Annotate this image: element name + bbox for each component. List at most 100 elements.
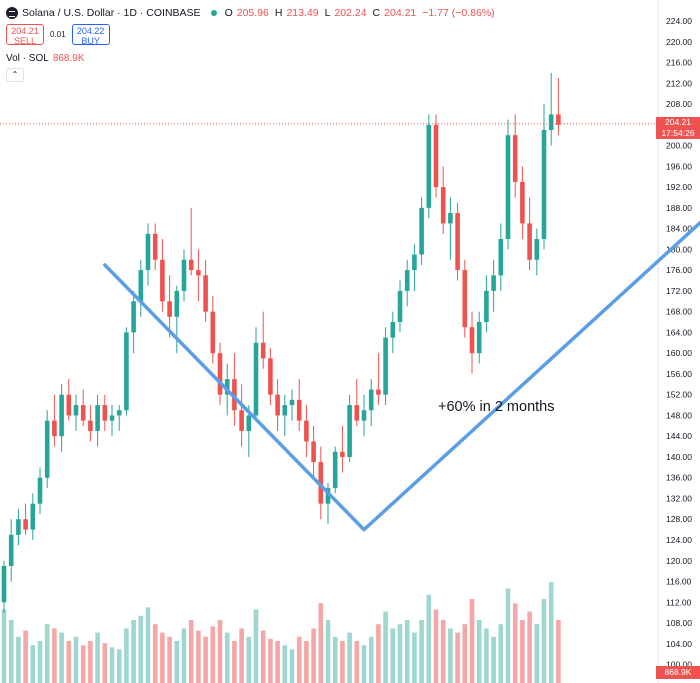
annotation-text: +60% in 2 months: [438, 399, 554, 415]
last-price-badge: 204.21 17:54:26: [656, 117, 700, 139]
volume-bar: [102, 643, 108, 683]
buy-price: 204.22: [76, 26, 105, 36]
volume-bar: [196, 630, 201, 683]
candle-body: [505, 135, 511, 239]
volume-bar: [505, 588, 511, 683]
volume-legend[interactable]: Vol · SOL 868.9K: [6, 53, 85, 64]
volume-bar: [390, 628, 396, 683]
volume-bar: [16, 636, 21, 683]
candle-body: [390, 322, 396, 338]
y-tick-label: 148.00: [666, 410, 692, 420]
candle-body: [548, 114, 554, 130]
y-tick-label: 156.00: [666, 369, 692, 379]
volume-bar: [44, 624, 50, 683]
y-tick-label: 164.00: [666, 327, 692, 337]
candle-body: [16, 519, 21, 535]
volume-bar: [210, 626, 216, 683]
y-tick-label: 152.00: [666, 390, 692, 400]
candle-body: [275, 394, 280, 416]
candle-body: [217, 353, 223, 395]
spread-value: 0.01: [50, 30, 66, 39]
volume-bar: [8, 620, 14, 683]
candle-body: [527, 223, 532, 260]
volume-value: 868.9K: [52, 53, 85, 64]
trade-panel: 204.21 SELL 0.01 204.22 BUY: [6, 24, 110, 46]
volume-bar: [109, 647, 115, 683]
volume-bar: [174, 641, 180, 683]
candle-body: [37, 477, 43, 504]
candle-body: [354, 405, 360, 421]
candle-body: [397, 290, 403, 323]
candle-body: [512, 135, 518, 182]
volume-bar: [512, 603, 518, 683]
y-tick-label: 180.00: [666, 244, 692, 254]
candle-body: [498, 238, 504, 276]
candle-body: [556, 114, 561, 125]
candle-body: [412, 254, 417, 271]
volume-bar: [52, 628, 57, 683]
volume-bar: [426, 594, 432, 683]
y-tick-label: 140.00: [666, 452, 692, 462]
candle-body: [88, 420, 93, 432]
volume-bar: [548, 582, 554, 683]
candle-body: [138, 270, 144, 302]
y-tick-label: 172.00: [666, 286, 692, 296]
candle-body: [246, 415, 252, 432]
close-value: 204.21: [384, 7, 417, 19]
volume-bar: [203, 636, 208, 683]
volume-bar: [469, 599, 475, 683]
volume-bar: [491, 636, 496, 683]
candle-body: [95, 405, 100, 432]
candle-body: [23, 519, 28, 530]
candle-body: [102, 405, 108, 421]
volume-bar: [116, 649, 122, 683]
sell-price: 204.21: [11, 26, 39, 36]
volume-bar: [484, 628, 489, 683]
symbol-title[interactable]: Solana / U.S. Dollar · 1D · COINBASE: [22, 7, 201, 19]
volume-bar: [217, 620, 223, 683]
candle-body: [66, 394, 72, 416]
volume-bar: [448, 628, 453, 683]
volume-bar: [361, 645, 367, 683]
volume-bar: [275, 641, 280, 683]
candle-body: [59, 394, 64, 437]
candle-body: [253, 342, 259, 416]
high-label: H: [274, 7, 283, 19]
candle-body: [404, 270, 410, 291]
candle-body: [332, 451, 338, 489]
volume-bar: [541, 599, 547, 683]
volume-bar: [433, 609, 439, 683]
volume-bar: [167, 636, 172, 683]
low-label: L: [324, 7, 331, 19]
chevron-up-icon[interactable]: ⌃: [6, 68, 24, 82]
candle-body: [383, 337, 388, 395]
candle-body: [440, 187, 446, 224]
open-value: 205.96: [236, 7, 269, 19]
candle-body: [116, 410, 122, 416]
candle-body: [80, 405, 86, 421]
candle-body: [325, 488, 331, 504]
sell-button[interactable]: 204.21 SELL: [6, 24, 44, 46]
y-tick-label: 192.00: [666, 182, 692, 192]
candle-body: [491, 275, 496, 291]
volume-bar: [347, 632, 352, 683]
y-tick-label: 224.00: [666, 16, 692, 26]
candle-body: [462, 270, 468, 328]
volume-bar: [88, 641, 93, 683]
volume-bar: [253, 609, 259, 683]
candle-body: [73, 405, 79, 416]
y-tick-label: 220.00: [666, 37, 692, 47]
y-tick-label: 200.00: [666, 141, 692, 151]
candle-body: [296, 399, 302, 421]
volume-bar: [304, 641, 309, 683]
volume-bar: [340, 641, 345, 683]
volume-badge: 868.9K: [656, 666, 700, 679]
y-tick-label: 120.00: [666, 556, 692, 566]
volume-bar: [152, 624, 158, 683]
volume-bar: [527, 611, 532, 683]
candle-body: [8, 534, 14, 566]
buy-button[interactable]: 204.22 BUY: [71, 24, 110, 46]
candle-body: [340, 451, 345, 457]
volume-bar: [296, 636, 302, 683]
